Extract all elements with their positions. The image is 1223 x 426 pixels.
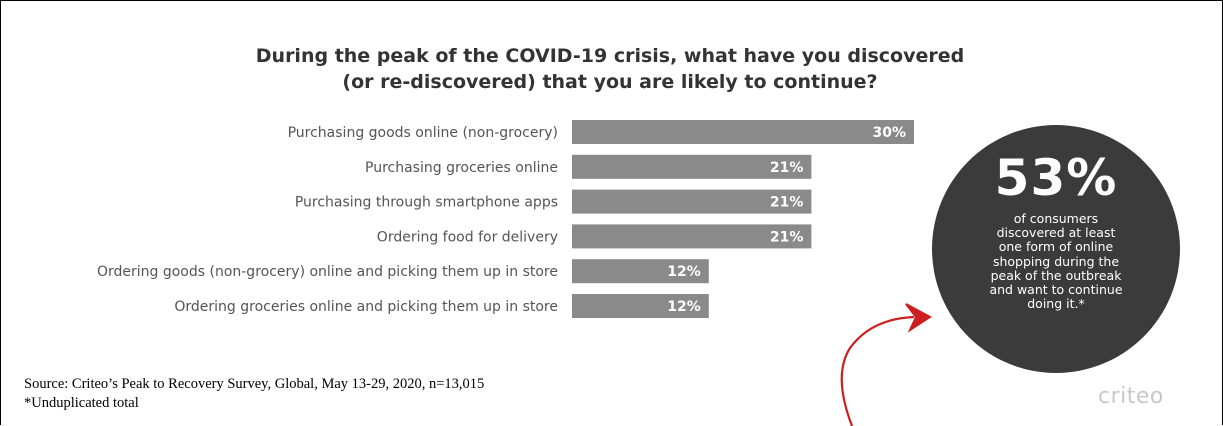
callout-line: doing it.* [1027,296,1085,312]
bar [572,259,709,284]
red-arrow-annotation [840,303,932,426]
source-line: Source: Criteo’s Peak to Recovery Survey… [24,376,485,392]
callout-value: 53% [994,149,1118,207]
chart-title-line-2: (or re-discovered) that you are likely t… [342,71,878,93]
category-label: Ordering food for delivery [377,229,558,245]
value-label: 30% [872,125,906,141]
category-label: Purchasing groceries online [365,160,558,176]
chart-title-line-1: During the peak of the COVID-19 crisis, … [255,45,965,67]
callout-line: peak of the outbreak [990,267,1122,283]
bar [572,120,914,144]
bar [572,154,812,179]
callout-line: shopping during the [992,253,1120,269]
callout-line: and want to continue [989,282,1123,298]
value-label: 21% [770,229,804,245]
value-label: 21% [770,160,804,176]
callout-circle: 53% of consumers discovered at least one… [932,125,1180,373]
callout-text: of consumers discovered at least one for… [982,211,1130,312]
value-label: 21% [770,195,804,211]
category-label: Ordering groceries online and picking th… [174,299,558,315]
callout-line: one form of online [998,239,1114,255]
category-label: Ordering goods (non-grocery) online and … [97,264,558,280]
bar [572,189,812,214]
category-label: Purchasing goods online (non-grocery) [288,125,558,141]
callout-line: of consumers [1013,211,1099,226]
value-label: 12% [667,299,701,315]
footnote-line: *Unduplicated total [24,395,139,411]
bar [572,294,709,318]
criteo-logo: criteo [1098,384,1164,409]
value-label: 12% [667,264,701,280]
category-label: Purchasing through smartphone apps [295,195,558,211]
source-note: Source: Criteo’s Peak to Recovery Survey… [24,375,484,413]
callout-line: discovered at least [996,225,1116,241]
arrow-curve [840,315,915,426]
arrow-head [905,303,932,333]
chart-title: During the peak of the COVID-19 crisis, … [180,43,1040,95]
bar [572,224,812,249]
